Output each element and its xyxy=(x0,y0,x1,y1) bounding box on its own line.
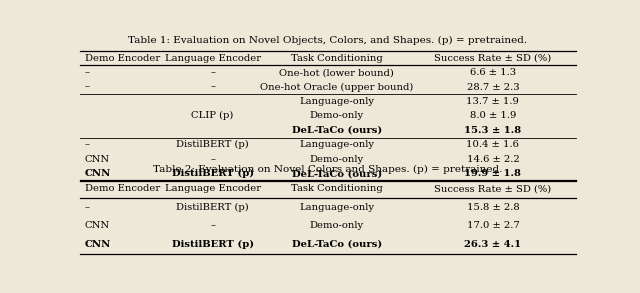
Text: 19.9 ± 1.8: 19.9 ± 1.8 xyxy=(465,169,522,178)
Text: 26.3 ± 4.1: 26.3 ± 4.1 xyxy=(465,240,522,249)
Text: Language-only: Language-only xyxy=(299,97,374,106)
Text: Language-only: Language-only xyxy=(299,203,374,212)
Text: –: – xyxy=(85,140,90,149)
Text: Task Conditioning: Task Conditioning xyxy=(291,184,383,193)
Text: One-hot Oracle (upper bound): One-hot Oracle (upper bound) xyxy=(260,83,413,92)
Text: 6.6 ± 1.3: 6.6 ± 1.3 xyxy=(470,68,516,77)
Text: Table 2: Evaluation on Novel Colors and Shapes. (p) = pretrained.: Table 2: Evaluation on Novel Colors and … xyxy=(154,165,502,174)
Text: 8.0 ± 1.9: 8.0 ± 1.9 xyxy=(470,111,516,120)
Text: Task Conditioning: Task Conditioning xyxy=(291,54,383,63)
Text: DistilBERT (p): DistilBERT (p) xyxy=(176,203,249,212)
Text: CNN: CNN xyxy=(85,155,110,164)
Text: 28.7 ± 2.3: 28.7 ± 2.3 xyxy=(467,83,519,91)
Text: DistilBERT (p): DistilBERT (p) xyxy=(176,140,249,149)
Text: 15.3 ± 1.8: 15.3 ± 1.8 xyxy=(465,126,522,135)
Text: DeL-TaCo (ours): DeL-TaCo (ours) xyxy=(292,169,382,178)
Text: 14.6 ± 2.2: 14.6 ± 2.2 xyxy=(467,155,519,164)
Text: 17.0 ± 2.7: 17.0 ± 2.7 xyxy=(467,221,519,230)
Text: One-hot (lower bound): One-hot (lower bound) xyxy=(279,68,394,77)
Text: –: – xyxy=(85,68,90,77)
Text: CNN: CNN xyxy=(85,221,110,230)
Text: Demo-only: Demo-only xyxy=(310,155,364,164)
Text: Success Rate ± SD (%): Success Rate ± SD (%) xyxy=(435,54,552,63)
Text: –: – xyxy=(210,221,215,230)
Text: Language Encoder: Language Encoder xyxy=(164,184,260,193)
Text: Demo-only: Demo-only xyxy=(310,111,364,120)
Text: DeL-TaCo (ours): DeL-TaCo (ours) xyxy=(292,240,382,249)
Text: 13.7 ± 1.9: 13.7 ± 1.9 xyxy=(467,97,519,106)
Text: CNN: CNN xyxy=(85,169,111,178)
Text: 15.8 ± 2.8: 15.8 ± 2.8 xyxy=(467,203,519,212)
Text: 10.4 ± 1.6: 10.4 ± 1.6 xyxy=(467,140,519,149)
Text: CLIP (p): CLIP (p) xyxy=(191,111,234,120)
Text: Table 1: Evaluation on Novel Objects, Colors, and Shapes. (p) = pretrained.: Table 1: Evaluation on Novel Objects, Co… xyxy=(129,36,527,45)
Text: Success Rate ± SD (%): Success Rate ± SD (%) xyxy=(435,184,552,193)
Text: Demo-only: Demo-only xyxy=(310,221,364,230)
Text: Demo Encoder: Demo Encoder xyxy=(85,184,160,193)
Text: –: – xyxy=(210,83,215,91)
Text: DistilBERT (p): DistilBERT (p) xyxy=(172,169,253,178)
Text: –: – xyxy=(210,155,215,164)
Text: Demo Encoder: Demo Encoder xyxy=(85,54,160,63)
Text: DistilBERT (p): DistilBERT (p) xyxy=(172,240,253,249)
Text: –: – xyxy=(85,83,90,91)
Text: DeL-TaCo (ours): DeL-TaCo (ours) xyxy=(292,126,382,135)
Text: –: – xyxy=(85,203,90,212)
Text: Language Encoder: Language Encoder xyxy=(164,54,260,63)
Text: –: – xyxy=(210,68,215,77)
Text: Language-only: Language-only xyxy=(299,140,374,149)
Text: CNN: CNN xyxy=(85,240,111,249)
